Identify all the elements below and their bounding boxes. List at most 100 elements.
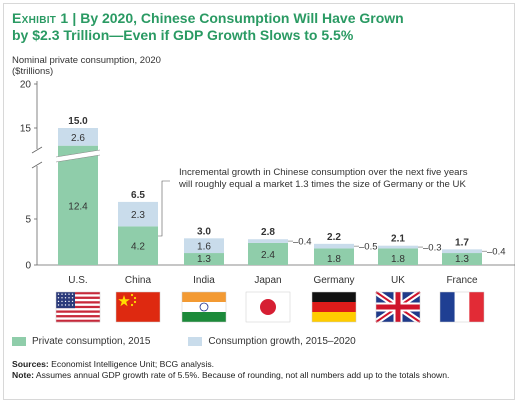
france-flag-icon-border — [439, 291, 485, 323]
footnotes: Sources: Economist Intelligence Unit; BC… — [12, 359, 507, 381]
us-stripe — [56, 296, 100, 300]
sources-text: Economist Intelligence Unit; BCG analysi… — [48, 359, 215, 369]
y-tick-label-15: 15 — [20, 124, 32, 135]
us-star — [71, 293, 74, 295]
annotation-line-2: will roughly equal a market 1.3 times th… — [178, 179, 466, 190]
china-field — [116, 292, 160, 322]
china-small-star — [130, 303, 134, 307]
y-axis-break-mark — [31, 146, 43, 169]
base-label-japan: 2.4 — [261, 250, 275, 261]
us-stripe — [56, 317, 100, 320]
us-star — [61, 293, 63, 295]
legend: Private consumption, 2015 Consumption gr… — [12, 336, 394, 347]
growth-label-india: 1.6 — [197, 242, 211, 253]
us-stripe — [56, 312, 100, 316]
us-stripe — [56, 315, 100, 318]
sources-label: Sources: — [12, 359, 49, 369]
exhibit-title: Exhibit 1 | By 2020, Chinese Consumption… — [12, 10, 507, 44]
base-label-france: 1.3 — [455, 254, 469, 265]
base-label-us: 12.4 — [68, 201, 88, 212]
bar-growth-us — [58, 128, 98, 146]
bar-base-us — [58, 145, 98, 265]
total-label-india: 3.0 — [197, 226, 211, 237]
category-label-india: India — [193, 275, 215, 286]
bar-base-india — [184, 253, 224, 265]
legend-label-consumption-growth: Consumption growth, 2015–2020 — [208, 336, 356, 347]
bar-base-uk — [378, 248, 418, 265]
us-star — [64, 293, 67, 295]
us-stripe — [56, 298, 100, 302]
uk-flag-icon-border — [375, 291, 421, 323]
bar-break-band-us — [56, 150, 100, 162]
total-label-us: 15.0 — [68, 116, 88, 127]
us-star — [71, 297, 74, 299]
y-axis-label: Nominal private consumption, 2020 ($tril… — [12, 55, 161, 77]
china-small-star — [133, 300, 137, 304]
us-star — [57, 304, 60, 306]
china-small-star — [133, 296, 137, 300]
us-star — [57, 300, 60, 303]
japan-flag-icon-border — [245, 291, 291, 323]
uk-flag-icon — [374, 289, 422, 325]
note-text: Assumes annual GDP growth rate of 5.5%. … — [33, 370, 450, 380]
annotation-connector — [158, 180, 170, 237]
us-star — [64, 304, 67, 306]
category-label-france: France — [446, 275, 478, 286]
china-flag-icon-border — [115, 291, 161, 323]
china-small-star — [130, 293, 134, 297]
germany-black — [312, 292, 356, 302]
growth-label-germany: –0.5 — [359, 242, 378, 253]
base-label-uk: 1.8 — [391, 254, 405, 265]
total-label-japan: 2.8 — [261, 227, 275, 238]
y-axis-label-line-2: ($trillions) — [12, 66, 54, 77]
bar-growth-india — [184, 238, 224, 254]
france-white — [454, 292, 470, 322]
title-line-2: by $2.3 Trillion—Even if GDP Growth Slow… — [12, 27, 354, 43]
india-white — [182, 302, 226, 312]
india-chakra — [199, 302, 209, 312]
india-saffron — [182, 292, 226, 302]
us-stripe — [56, 305, 100, 309]
legend-swatch-private-consumption — [12, 337, 26, 346]
legend-item-private-consumption: Private consumption, 2015 — [12, 336, 150, 347]
us-stripe — [56, 292, 100, 295]
growth-label-us: 2.6 — [71, 133, 85, 144]
us-star — [71, 304, 74, 306]
bar-growth-china — [118, 201, 158, 227]
us-star — [57, 293, 60, 295]
us-canton — [56, 292, 75, 309]
us-star — [68, 293, 70, 295]
us-star — [61, 304, 63, 306]
base-label-india: 1.3 — [197, 254, 211, 265]
france-red — [469, 292, 484, 322]
us-star — [68, 304, 70, 306]
us-flag-icon-border — [55, 291, 101, 323]
y-tick-label-0: 0 — [25, 261, 31, 272]
legend-item-consumption-growth: Consumption growth, 2015–2020 — [188, 336, 356, 347]
germany-gold — [312, 312, 356, 322]
germany-flag-icon-border — [311, 291, 357, 323]
bar-growth-japan — [248, 239, 288, 243]
category-label-us: U.S. — [68, 275, 87, 286]
growth-label-france: –0.4 — [487, 247, 506, 258]
india-green — [182, 312, 226, 322]
china-big-star — [118, 295, 130, 307]
total-label-france: 1.7 — [455, 237, 469, 248]
uk-cross-red — [376, 292, 420, 322]
us-star — [68, 300, 70, 303]
growth-label-japan: –0.4 — [293, 237, 312, 248]
bar-break-lines-us — [55, 149, 101, 163]
us-star — [64, 300, 67, 303]
title-separator: | — [72, 10, 81, 26]
bar-base-germany — [314, 248, 354, 265]
bar-growth-france — [442, 249, 482, 254]
bar-chart: 05152012.42.615.0U.S.4.22.36.5China1.31.… — [20, 80, 515, 325]
bar-growth-uk — [378, 245, 418, 249]
bar-base-china — [118, 226, 158, 265]
y-axis-label-line-1: Nominal private consumption, 2020 — [12, 55, 161, 66]
category-label-germany: Germany — [313, 275, 354, 286]
title-line-1: By 2020, Chinese Consumption Will Have G… — [80, 10, 404, 26]
france-flag-icon — [439, 291, 485, 323]
bar-base-france — [442, 253, 482, 265]
us-stripe — [56, 294, 100, 297]
